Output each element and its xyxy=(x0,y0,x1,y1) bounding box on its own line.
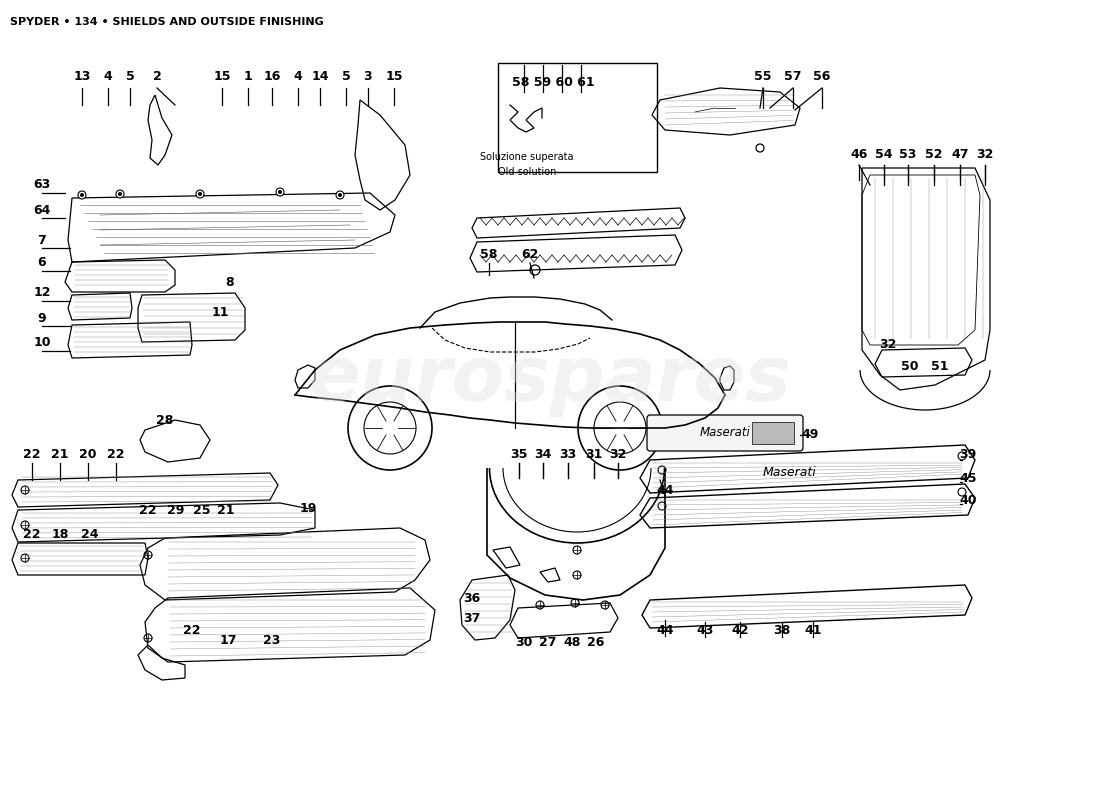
Text: 11: 11 xyxy=(211,306,229,319)
Text: 30: 30 xyxy=(515,637,532,650)
Text: 5: 5 xyxy=(342,70,351,83)
Text: 40: 40 xyxy=(959,494,977,506)
Text: 18: 18 xyxy=(52,529,68,542)
Circle shape xyxy=(278,190,282,194)
Text: 12: 12 xyxy=(33,286,51,299)
Text: Maserati: Maserati xyxy=(700,426,750,439)
Text: 41: 41 xyxy=(804,623,822,637)
Text: 46: 46 xyxy=(850,149,868,162)
Text: SPYDER • 134 • SHIELDS AND OUTSIDE FINISHING: SPYDER • 134 • SHIELDS AND OUTSIDE FINIS… xyxy=(10,17,323,27)
Text: 33: 33 xyxy=(560,449,576,462)
Text: 43: 43 xyxy=(696,623,714,637)
Text: 31: 31 xyxy=(585,449,603,462)
Text: 21: 21 xyxy=(52,449,68,462)
Circle shape xyxy=(336,191,344,199)
Circle shape xyxy=(338,193,342,197)
Text: 58: 58 xyxy=(481,249,497,262)
Text: 37: 37 xyxy=(463,611,481,625)
Text: 47: 47 xyxy=(952,149,969,162)
Text: 20: 20 xyxy=(79,449,97,462)
Text: 48: 48 xyxy=(563,637,581,650)
Text: 8: 8 xyxy=(226,277,234,290)
Text: 62: 62 xyxy=(521,249,539,262)
Text: 24: 24 xyxy=(81,529,99,542)
Circle shape xyxy=(196,190,204,198)
Text: 64: 64 xyxy=(33,203,51,217)
Text: 23: 23 xyxy=(263,634,280,646)
Text: 34: 34 xyxy=(535,449,552,462)
Text: 42: 42 xyxy=(732,623,749,637)
Text: 51: 51 xyxy=(932,361,948,374)
Circle shape xyxy=(80,193,84,197)
Text: 15: 15 xyxy=(385,70,403,83)
Text: 53: 53 xyxy=(900,149,916,162)
Text: 25: 25 xyxy=(194,503,211,517)
Text: eurospares: eurospares xyxy=(309,343,791,417)
Text: Soluzione superata: Soluzione superata xyxy=(481,152,574,162)
Text: 17: 17 xyxy=(219,634,236,646)
Text: 38: 38 xyxy=(773,623,791,637)
Text: 49: 49 xyxy=(801,429,818,442)
Text: 29: 29 xyxy=(167,503,185,517)
Text: 4: 4 xyxy=(294,70,302,83)
Text: 13: 13 xyxy=(74,70,90,83)
Text: 56: 56 xyxy=(813,70,830,83)
Text: 15: 15 xyxy=(213,70,231,83)
Text: 32: 32 xyxy=(977,149,993,162)
Text: 1: 1 xyxy=(243,70,252,83)
Text: 50: 50 xyxy=(901,361,918,374)
Text: 10: 10 xyxy=(33,337,51,350)
Text: 4: 4 xyxy=(103,70,112,83)
Text: 22: 22 xyxy=(184,623,200,637)
Text: Maserati: Maserati xyxy=(763,466,817,479)
FancyBboxPatch shape xyxy=(752,422,794,444)
Text: 19: 19 xyxy=(299,502,317,514)
Circle shape xyxy=(276,188,284,196)
Text: 7: 7 xyxy=(37,234,46,246)
Text: 6: 6 xyxy=(37,257,46,270)
Text: 3: 3 xyxy=(364,70,372,83)
Circle shape xyxy=(78,191,86,199)
Text: 36: 36 xyxy=(463,591,481,605)
Text: 32: 32 xyxy=(879,338,896,351)
Text: 55: 55 xyxy=(755,70,772,83)
Text: 9: 9 xyxy=(37,311,46,325)
Text: Old solution: Old solution xyxy=(498,167,557,177)
Text: 44: 44 xyxy=(657,483,673,497)
FancyBboxPatch shape xyxy=(647,415,803,451)
Text: 16: 16 xyxy=(263,70,280,83)
Circle shape xyxy=(118,192,122,196)
Text: 57: 57 xyxy=(784,70,802,83)
Text: 58 59 60 61: 58 59 60 61 xyxy=(512,77,594,90)
Circle shape xyxy=(116,190,124,198)
Text: 35: 35 xyxy=(510,449,528,462)
Text: 63: 63 xyxy=(33,178,51,191)
Text: 5: 5 xyxy=(125,70,134,83)
Text: 2: 2 xyxy=(153,70,162,83)
Text: 22: 22 xyxy=(23,449,41,462)
Text: 39: 39 xyxy=(959,449,977,462)
Text: 26: 26 xyxy=(587,637,605,650)
Circle shape xyxy=(198,192,202,196)
Text: 22: 22 xyxy=(23,529,41,542)
Text: 21: 21 xyxy=(218,503,234,517)
Text: 32: 32 xyxy=(609,449,627,462)
Text: 28: 28 xyxy=(156,414,174,426)
Text: 52: 52 xyxy=(925,149,943,162)
Text: 22: 22 xyxy=(108,449,124,462)
Text: 27: 27 xyxy=(539,637,557,650)
Text: 14: 14 xyxy=(311,70,329,83)
Text: 45: 45 xyxy=(959,471,977,485)
Text: 22: 22 xyxy=(140,503,156,517)
Text: 54: 54 xyxy=(876,149,893,162)
Text: 44: 44 xyxy=(657,623,673,637)
